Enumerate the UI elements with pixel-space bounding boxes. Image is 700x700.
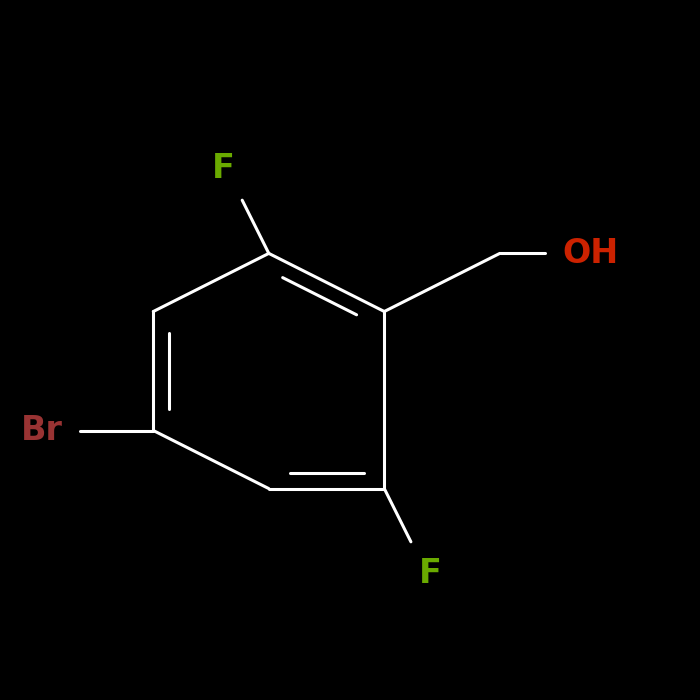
Text: F: F (419, 557, 442, 591)
Text: Br: Br (20, 414, 62, 447)
Text: F: F (211, 151, 235, 185)
Text: OH: OH (563, 237, 619, 270)
